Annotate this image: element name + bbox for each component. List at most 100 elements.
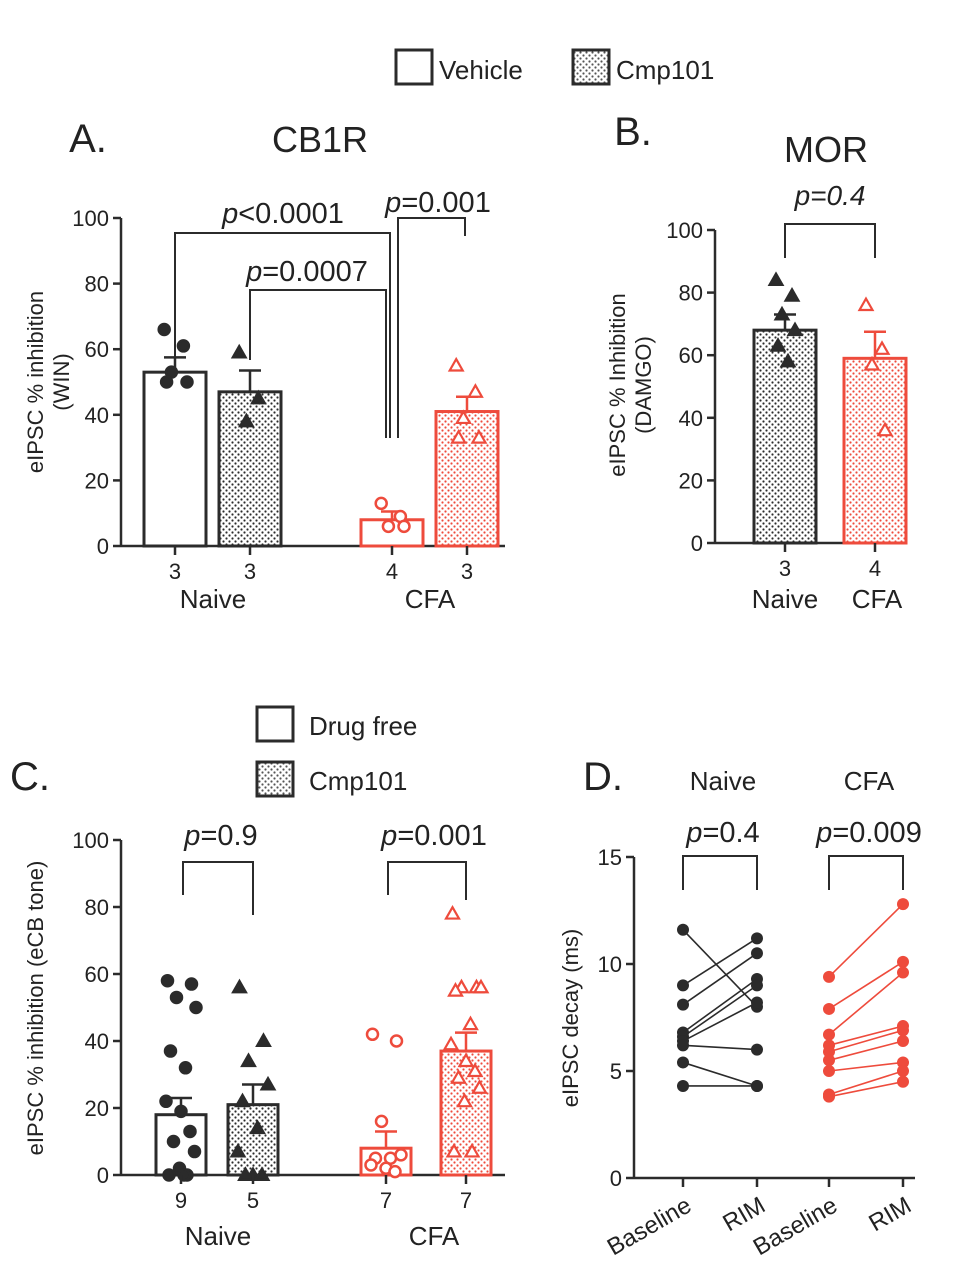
- panel-d-point: [751, 979, 763, 992]
- panel-d-pair-line: [828, 1080, 904, 1098]
- panel-d-point: [897, 1065, 909, 1077]
- panel-b-group-cfa: CFA: [852, 584, 903, 614]
- panel-d-ytick-label: 5: [610, 1059, 622, 1084]
- panel-d-pair-line: [682, 984, 758, 1038]
- panel-c-point: [463, 1142, 481, 1158]
- panel-a-bar: [217, 390, 283, 548]
- panel-a-label: A.: [69, 117, 107, 161]
- panel-b-bar: [842, 356, 908, 545]
- panel-c-point: [174, 1104, 188, 1119]
- panel-d-ytick-label: 10: [598, 952, 622, 977]
- panel-d-pair-line: [828, 1040, 904, 1062]
- panel-a-bar: [434, 410, 500, 548]
- panel-d-pair-line: [682, 1044, 758, 1051]
- panel-d-ytick-label: 15: [598, 845, 622, 870]
- panel-c-ytick-label: 80: [85, 895, 109, 920]
- panel-d-point: [677, 1056, 689, 1069]
- panel-b-point: [863, 355, 881, 371]
- panel-b-label: B.: [614, 110, 652, 154]
- panel-d-pair-line: [828, 1025, 904, 1047]
- panel-b-group-naive: Naive: [752, 584, 818, 614]
- panel-d-point: [897, 1056, 909, 1069]
- panel-a-ytick-label: 100: [72, 206, 109, 231]
- panel-a-point: [455, 409, 472, 425]
- panel-a-point: [238, 412, 255, 428]
- panel-d-pair-line: [828, 1029, 904, 1053]
- panel-a-ylabel: eIPSC % inhibition: [23, 291, 48, 473]
- panel-b-point: [769, 337, 787, 352]
- panel-c-point: [442, 1035, 460, 1051]
- panel-c-bar: [226, 1103, 280, 1177]
- panel-c-point: [166, 1134, 181, 1149]
- legend-cmp101-label: Cmp101: [616, 55, 714, 85]
- panel-d-pair-line: [828, 903, 904, 978]
- panel-c-point: [159, 1094, 173, 1109]
- panel-c-point: [388, 1164, 402, 1179]
- panel-c-point: [229, 1142, 247, 1158]
- panel-d-pair-line: [682, 1001, 758, 1042]
- panel-d-pair-line: [682, 929, 758, 1008]
- panel-a-comparison-2: p=0.0007: [245, 256, 368, 288]
- panel-c-point: [183, 1124, 197, 1139]
- panel-d-point: [751, 1079, 763, 1092]
- panel-c-point: [365, 1027, 380, 1042]
- panel-a-point: [397, 519, 411, 534]
- panel-b-n-label: 3: [779, 556, 791, 581]
- legend-drugfree-label: Drug free: [309, 711, 417, 741]
- panel-b-ytick-label: 100: [666, 218, 703, 243]
- panel-c-point: [240, 1052, 257, 1068]
- panel-c-group-cfa: CFA: [409, 1221, 460, 1251]
- panel-b-point: [773, 305, 791, 321]
- panel-a-bracket-2: [249, 289, 387, 438]
- panel-a-comparison-1: p<0.0001: [221, 198, 344, 230]
- panel-c-point: [466, 1062, 484, 1078]
- panel-d-pair-line: [682, 937, 758, 987]
- panel-b-n-label: 4: [869, 556, 881, 581]
- panel-d-point: [677, 1079, 689, 1092]
- panel-d-ytick-label: 0: [610, 1166, 622, 1191]
- panel-d-xtick-label: Baseline: [749, 1192, 842, 1261]
- panel-d-pair-line: [682, 1061, 758, 1087]
- panel-c-ytick-label: 40: [85, 1029, 109, 1054]
- panel-d-point: [751, 996, 763, 1009]
- panel-b-ytick-label: 0: [691, 531, 703, 556]
- panel-d-comparison: p=0.4: [685, 817, 759, 849]
- panel-b-point: [779, 352, 797, 368]
- legend-top: Vehicle Cmp101: [394, 48, 714, 86]
- legend-drugfree-swatch: [255, 705, 295, 743]
- panel-d-xtick-label: Baseline: [603, 1192, 696, 1261]
- panel-c-point: [389, 1034, 404, 1048]
- panel-c-point: [364, 1158, 378, 1172]
- panel-a-point: [450, 429, 467, 444]
- panel-a-bracket-3: [397, 217, 466, 438]
- panel-c-point: [447, 982, 464, 997]
- panel-d-point: [897, 1035, 909, 1048]
- panel-d-point: [677, 1039, 689, 1052]
- panel-c-point: [237, 1166, 254, 1181]
- panel-d-point: [897, 1075, 909, 1088]
- panel-d-bracket: [682, 855, 758, 890]
- panel-c-point: [163, 1044, 178, 1058]
- panel-c-point: [169, 990, 184, 1005]
- panel-a-point: [176, 339, 191, 353]
- panel-d-label: D.: [583, 755, 623, 799]
- panel-d-point: [823, 1065, 835, 1077]
- panel-c-bracket-2: [387, 861, 467, 900]
- panel-d-point: [897, 898, 909, 911]
- panel-c-point: [160, 973, 175, 988]
- panel-c-point: [162, 1168, 176, 1182]
- panel-b-point: [873, 340, 891, 355]
- panel-c-ytick-label: 20: [85, 1096, 109, 1121]
- panel-b-bracket: [784, 223, 876, 258]
- panel-c-ytick-label: 0: [97, 1163, 109, 1188]
- panel-c-point: [184, 977, 199, 991]
- panel-a-ytick-label: 20: [85, 468, 109, 493]
- panel-c-point: [231, 978, 248, 994]
- panel-a-point: [180, 375, 194, 389]
- panel-c-point: [234, 1092, 251, 1108]
- legend-c: Drug free Cmp101: [255, 705, 417, 798]
- legend-c-cmp101-swatch: [255, 760, 295, 798]
- panel-a-bracket-1: [174, 232, 391, 438]
- panel-c-n-label: 7: [380, 1188, 392, 1213]
- panel-c-point: [189, 1000, 203, 1015]
